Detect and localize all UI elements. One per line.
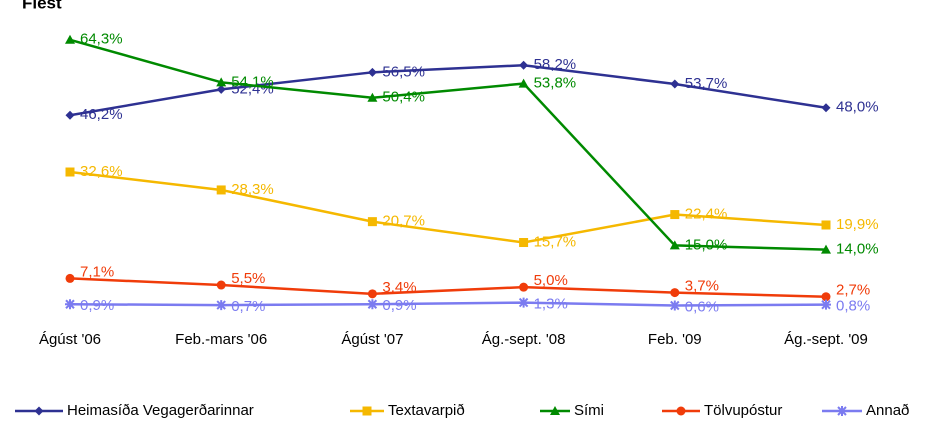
data-label: 64,3% (80, 31, 123, 48)
point (669, 240, 680, 250)
x-tick-label: Ág.-sept. '09 (784, 331, 868, 348)
series-line (69, 277, 827, 298)
data-label: 1,3% (534, 296, 568, 313)
legend-label: Sími (574, 402, 604, 419)
data-label: 22,4% (685, 206, 728, 223)
point (216, 280, 226, 290)
point (518, 297, 529, 308)
legend-label: Annað (866, 402, 909, 419)
data-label: 3,7% (685, 278, 719, 295)
legend-marker (34, 406, 44, 416)
legend-marker (837, 406, 847, 416)
series-line (69, 38, 827, 251)
point (821, 299, 831, 310)
x-tick-label: Ág.-sept. '08 (482, 331, 566, 348)
point (519, 60, 529, 70)
data-label: 5,5% (231, 270, 265, 287)
data-label: 50,4% (382, 89, 425, 106)
point (367, 92, 378, 102)
data-label: 48,0% (836, 99, 879, 116)
data-label: 0,9% (382, 297, 416, 314)
data-label: 15,0% (685, 236, 728, 253)
data-label: 0,6% (685, 298, 719, 315)
data-label: 32,6% (80, 163, 123, 180)
series-line (69, 301, 827, 307)
point (65, 273, 75, 283)
legend-label: Tölvupóstur (704, 402, 782, 419)
x-tick-label: Ágúst '07 (341, 331, 403, 348)
point (367, 289, 377, 299)
x-tick-label: Ágúst '06 (39, 331, 101, 348)
point (821, 292, 831, 302)
point (65, 34, 75, 44)
data-label: 53,7% (685, 75, 728, 92)
chart-title: Flest (22, 0, 62, 12)
data-label: 5,0% (534, 272, 568, 289)
data-label: 46,2% (80, 106, 123, 123)
data-label: 53,8% (534, 75, 577, 92)
data-label: 15,7% (534, 233, 577, 250)
point (670, 288, 680, 298)
point (519, 238, 529, 248)
point (821, 244, 831, 254)
point (669, 300, 680, 311)
point (821, 220, 831, 230)
point (65, 167, 75, 177)
point (65, 299, 75, 310)
legend-marker (550, 406, 560, 415)
legend-marker (676, 406, 686, 416)
data-label: 7,1% (80, 263, 114, 280)
data-label: 0,7% (231, 298, 265, 315)
point (518, 78, 529, 88)
data-label: 58,2% (534, 56, 577, 73)
point (821, 103, 831, 113)
data-label: 0,8% (836, 298, 870, 315)
data-label: 19,9% (836, 216, 879, 233)
point (216, 185, 226, 195)
legend-marker (362, 406, 372, 416)
x-tick-label: Feb. '09 (648, 331, 702, 348)
series-line (69, 170, 827, 244)
data-label: 3,4% (382, 279, 416, 296)
data-label: 2,7% (836, 282, 870, 299)
legend-label: Textavarpið (388, 402, 465, 419)
point (216, 84, 226, 94)
point (367, 217, 377, 227)
point (216, 300, 227, 311)
point (367, 67, 377, 77)
point (519, 282, 529, 292)
data-label: 28,3% (231, 181, 274, 198)
legend-label: Heimasíða Vegagerðarinnar (67, 402, 254, 419)
point (216, 77, 227, 87)
series-line (69, 63, 827, 117)
data-label: 20,7% (382, 213, 425, 230)
point (670, 79, 680, 89)
data-label: 0,9% (80, 297, 114, 314)
data-label: 56,5% (382, 63, 425, 80)
point (367, 299, 378, 310)
point (670, 210, 680, 220)
x-tick-label: Feb.-mars '06 (175, 331, 267, 348)
data-label: 54,1% (231, 73, 274, 90)
data-label: 14,0% (836, 241, 879, 258)
point (65, 110, 75, 120)
